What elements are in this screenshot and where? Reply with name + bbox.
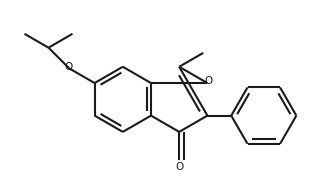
Text: O: O xyxy=(64,62,72,72)
Text: O: O xyxy=(175,162,183,172)
Text: O: O xyxy=(204,76,213,86)
